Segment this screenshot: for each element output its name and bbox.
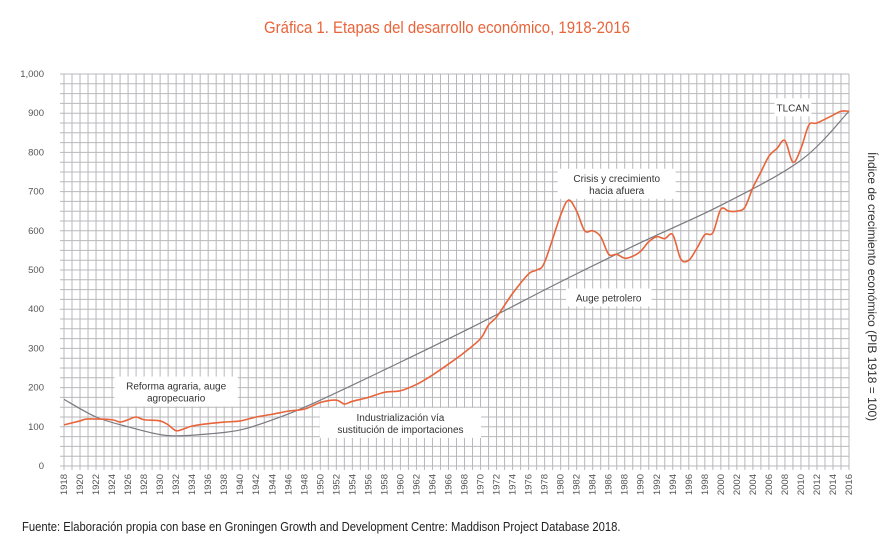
x-tick-label: 1988 — [620, 474, 631, 495]
x-tick-label: 1970 — [476, 474, 487, 495]
annotation-text: Reforma agraria, auge — [126, 382, 226, 393]
x-tick-label: 1936 — [203, 474, 214, 495]
x-tick-label: 1968 — [460, 474, 471, 495]
x-tick-label: 1998 — [700, 474, 711, 495]
x-tick-label: 1958 — [379, 474, 390, 495]
x-tick-label: 1930 — [155, 474, 166, 495]
x-tick-label: 2012 — [812, 474, 823, 495]
x-tick-label: 1926 — [123, 474, 134, 495]
x-tick-label: 1992 — [652, 474, 663, 495]
annotation-text: TLCAN — [777, 103, 810, 114]
x-tick-label: 1974 — [508, 474, 519, 495]
annotation-box — [774, 98, 812, 117]
x-tick-label: 1924 — [107, 474, 118, 495]
y-tick-label: 300 — [28, 343, 44, 354]
x-tick-label: 1982 — [572, 474, 583, 495]
annotation-text: hacia afuera — [589, 186, 644, 197]
y-tick-label: 600 — [28, 226, 44, 237]
y-tick-label: 400 — [28, 304, 44, 315]
x-tick-label: 1920 — [75, 474, 86, 495]
y-tick-label: 700 — [28, 187, 44, 198]
x-tick-label: 1928 — [139, 474, 150, 495]
y-tick-label: 800 — [28, 147, 44, 158]
annotation-box — [319, 407, 482, 438]
x-tick-label: 1950 — [315, 474, 326, 495]
y-tick-label: 0 — [39, 461, 44, 472]
y-tick-label: 200 — [28, 383, 44, 394]
x-tick-label: 1922 — [91, 474, 102, 495]
annotation-text: agropecuario — [147, 394, 206, 405]
x-tick-label: 1972 — [492, 474, 503, 495]
y-tick-label: 500 — [28, 265, 44, 276]
annotation-text: Auge petrolero — [576, 293, 642, 304]
x-tick-label: 1964 — [427, 474, 438, 495]
x-tick-label: 2014 — [828, 474, 839, 495]
x-tick-label: 1996 — [684, 474, 695, 495]
annotation-text: Industrialización vía — [357, 413, 445, 424]
x-tick-label: 2004 — [748, 474, 759, 495]
y-tick-label: 1,000 — [20, 69, 44, 80]
x-tick-label: 1940 — [235, 474, 246, 495]
x-tick-label: 1954 — [347, 474, 358, 495]
annotation-box — [565, 288, 652, 307]
y-axis-label: Índice de crecimiento económico (PIB 191… — [865, 152, 880, 421]
annotation-text: Crisis y crecimiento — [573, 174, 660, 185]
x-tick-label: 1976 — [524, 474, 535, 495]
series-lines — [63, 110, 850, 437]
series-line-gdp-index — [63, 110, 850, 432]
x-tick-label: 1944 — [267, 474, 278, 495]
x-tick-label: 1952 — [331, 474, 342, 495]
series-line-trend — [63, 110, 850, 437]
x-tick-label: 1956 — [363, 474, 374, 495]
x-tick-label: 1942 — [251, 474, 262, 495]
x-tick-label: 2002 — [732, 474, 743, 495]
x-tick-label: 1960 — [395, 474, 406, 495]
x-tick-label: 1932 — [171, 474, 182, 495]
x-tick-label: 1938 — [219, 474, 230, 495]
y-tick-label: 100 — [28, 422, 44, 433]
y-tick-label: 900 — [28, 108, 44, 119]
x-axis-ticks: 1918 1920 1922 1924 1926 1928 1930 1932 1934 1936… — [59, 474, 855, 495]
x-tick-label: 1986 — [604, 474, 615, 495]
y-axis-ticks: 0 100 200 300 400 500 600 700 800 900 1,000 — [20, 69, 44, 472]
x-tick-label: 1948 — [299, 474, 310, 495]
x-tick-label: 2006 — [764, 474, 775, 495]
x-tick-label: 2010 — [796, 474, 807, 495]
x-tick-label: 1980 — [556, 474, 567, 495]
annotation-box — [557, 168, 676, 199]
x-tick-label: 1934 — [187, 474, 198, 495]
annotation-box — [114, 376, 238, 407]
x-tick-label: 2000 — [716, 474, 727, 495]
x-tick-label: 1946 — [283, 474, 294, 495]
x-tick-label: 1990 — [636, 474, 647, 495]
x-tick-label: 1978 — [540, 474, 551, 495]
x-tick-label: 1962 — [411, 474, 422, 495]
source-note: Fuente: Elaboración propia con base en G… — [22, 520, 621, 534]
annotation-text: sustitución de importaciones — [337, 425, 463, 436]
x-tick-label: 2016 — [844, 474, 855, 495]
x-tick-label: 1984 — [588, 474, 599, 495]
x-tick-label: 1994 — [668, 474, 679, 495]
x-tick-label: 1966 — [443, 474, 454, 495]
x-tick-label: 2008 — [780, 474, 791, 495]
chart-title: Gráfica 1. Etapas del desarrollo económi… — [264, 18, 630, 37]
x-tick-label: 1918 — [59, 474, 70, 495]
